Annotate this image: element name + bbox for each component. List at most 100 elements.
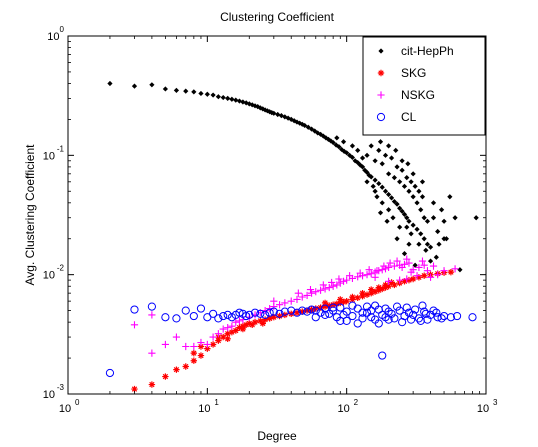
data-point (379, 161, 385, 167)
data-point (401, 211, 408, 217)
data-point (340, 298, 347, 306)
series-cit-hepph (107, 80, 479, 273)
data-point (269, 110, 275, 116)
data-point (339, 277, 348, 285)
data-point (393, 257, 401, 265)
data-point (363, 291, 371, 298)
data-point (359, 164, 366, 170)
data-point (368, 289, 375, 297)
data-point (342, 316, 351, 325)
data-point (358, 308, 367, 317)
data-point (130, 321, 139, 329)
data-point (399, 167, 405, 173)
data-point (384, 218, 390, 224)
data-point (261, 310, 270, 320)
data-point (319, 281, 327, 289)
data-point (388, 195, 395, 201)
data-point (432, 308, 441, 317)
data-point (249, 321, 256, 329)
data-point (410, 222, 416, 228)
data-point (373, 267, 381, 275)
data-point (410, 171, 416, 177)
data-point (275, 111, 281, 118)
data-point (367, 270, 375, 278)
data-point (433, 254, 439, 260)
data-point (407, 268, 415, 276)
data-point (364, 169, 370, 175)
data-point (408, 231, 414, 237)
data-point (224, 335, 231, 343)
data-point (406, 218, 412, 224)
data-point (161, 313, 170, 322)
x-tick-exponent: 3 (493, 398, 498, 407)
legend-marker (376, 112, 386, 122)
data-point (330, 139, 336, 146)
data-point (214, 330, 222, 338)
data-point (246, 320, 253, 327)
data-point (209, 333, 217, 341)
data-point (386, 191, 392, 198)
data-point (409, 310, 418, 320)
data-point (317, 304, 324, 311)
data-point (162, 86, 168, 92)
data-point (278, 113, 284, 119)
data-point (364, 152, 370, 158)
data-point (441, 218, 447, 224)
data-point (105, 368, 115, 378)
legend-box (362, 36, 486, 136)
data-point (293, 309, 301, 316)
data-point (362, 167, 368, 173)
data-point (430, 200, 437, 206)
data-point (427, 258, 434, 264)
data-point (393, 147, 399, 153)
data-point (307, 305, 316, 314)
data-point (276, 312, 283, 320)
y-axis-label: Avg. Clustering Coefficient (23, 144, 37, 286)
data-point (148, 311, 156, 319)
data-point (371, 288, 379, 295)
data-point (418, 257, 427, 265)
data-point (269, 307, 278, 316)
data-point (426, 273, 435, 281)
data-point (203, 340, 211, 349)
data-point (421, 236, 427, 242)
data-point (312, 288, 320, 296)
data-point (385, 283, 392, 290)
legend-item: SKG (377, 66, 426, 80)
legend-marker (377, 69, 385, 77)
data-point (250, 308, 260, 317)
data-point (307, 289, 316, 297)
data-point (172, 314, 181, 323)
data-point (440, 267, 448, 275)
data-point (264, 108, 271, 114)
data-point (374, 319, 383, 328)
data-point (353, 319, 362, 328)
data-point (366, 172, 372, 178)
data-point (382, 188, 389, 194)
data-point (131, 83, 138, 89)
data-point (447, 194, 453, 200)
data-point (406, 315, 416, 324)
data-point (311, 306, 320, 315)
data-point (379, 184, 385, 190)
data-point (287, 297, 295, 305)
data-point (239, 325, 247, 333)
y-tick-label: 10 (43, 270, 55, 282)
data-point (223, 310, 232, 320)
data-point (362, 302, 372, 311)
data-point (433, 313, 442, 322)
data-point (405, 161, 411, 167)
data-point (224, 324, 232, 332)
data-point (406, 188, 412, 194)
data-point (232, 318, 240, 326)
data-point (382, 281, 389, 289)
data-point (321, 303, 329, 310)
y-tick-exponent: -1 (57, 144, 65, 153)
data-point (280, 307, 289, 316)
data-point (398, 318, 407, 327)
data-point (229, 96, 235, 102)
data-point (419, 179, 426, 185)
data-point (452, 215, 458, 221)
data-point (329, 306, 338, 315)
